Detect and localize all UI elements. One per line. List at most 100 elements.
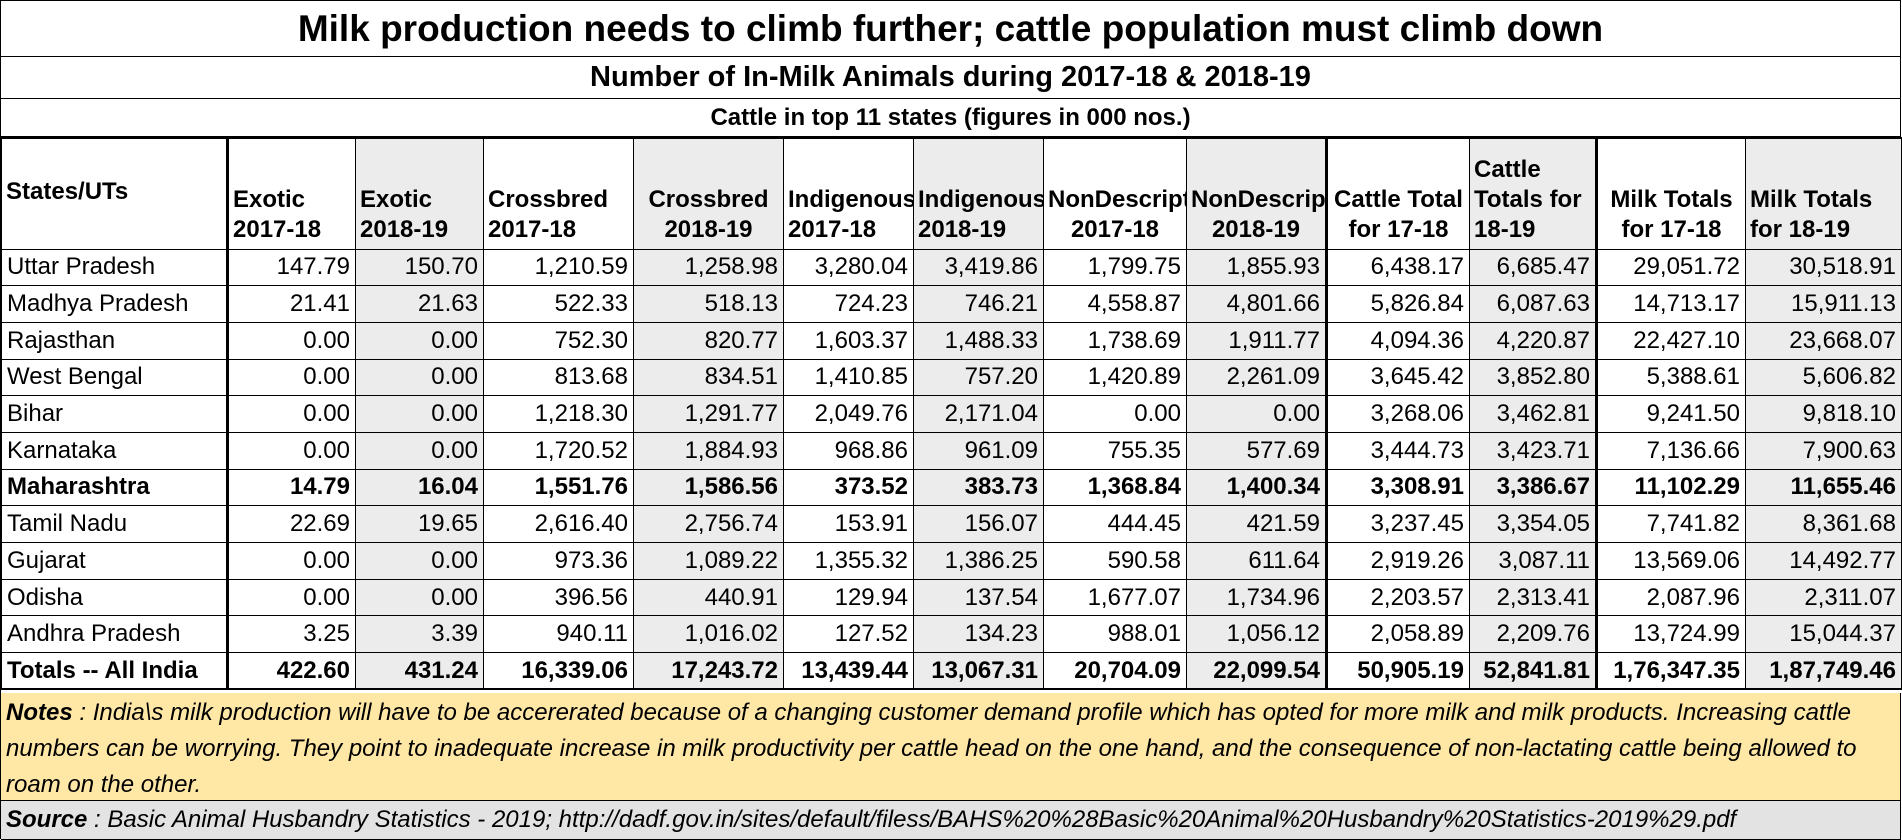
column-header: Indigenous 2017-18 [783,137,914,250]
page-title: Milk production needs to climb further; … [1,1,1901,57]
value-cell: 1,089.22 [633,542,784,580]
value-cell: 0.00 [355,542,484,580]
value-cell: 522.33 [483,285,634,323]
value-cell: 2,261.09 [1186,358,1327,397]
value-cell: 968.86 [783,431,914,470]
value-cell: 15,044.37 [1745,615,1902,654]
value-cell: 2,049.76 [783,395,914,433]
value-cell: 137.54 [913,578,1044,617]
value-cell: 14.79 [226,468,356,507]
column-header: Cattle Totals for 18-19 [1469,137,1597,250]
value-cell: 440.91 [633,578,784,617]
value-cell: 1,884.93 [633,431,784,470]
value-cell: 14,713.17 [1595,285,1746,323]
value-cell: 3,280.04 [783,248,914,287]
value-cell: 1,911.77 [1186,321,1327,360]
value-cell: 3,419.86 [913,248,1044,287]
value-cell: 3,268.06 [1325,395,1470,433]
value-cell: 0.00 [226,321,356,360]
value-cell: 1,355.32 [783,542,914,580]
header-row: States/UTs Exotic 2017-18 Exotic 2018-19… [1,137,1902,250]
value-cell: 23,668.07 [1745,321,1902,360]
value-cell: 577.69 [1186,431,1327,470]
value-cell: 7,900.63 [1745,431,1902,470]
table-row: Gujarat 0.00 0.00 973.36 1,089.22 1,355.32 1,3… [1,542,1902,580]
value-cell: 820.77 [633,321,784,360]
value-cell: 5,606.82 [1745,358,1902,397]
value-cell: 0.00 [226,542,356,580]
value-cell: 50,905.19 [1325,652,1470,691]
value-cell: 21.41 [226,285,356,323]
value-cell: 8,361.68 [1745,505,1902,543]
value-cell: 22,427.10 [1595,321,1746,360]
value-cell: 3,423.71 [1469,431,1597,470]
value-cell: 0.00 [355,321,484,360]
table-row: West Bengal 0.00 0.00 813.68 834.51 1,410.85 7… [1,358,1902,397]
value-cell: 3.39 [355,615,484,654]
column-header: NonDescript 2017-18 [1043,137,1187,250]
value-cell: 444.45 [1043,505,1187,543]
table-row: Andhra Pradesh 3.25 3.39 940.11 1,016.02 127.… [1,615,1902,654]
column-header: Exotic 2017-18 [226,137,356,250]
notes-label: Notes [6,699,73,726]
value-cell: 9,818.10 [1745,395,1902,433]
value-cell: 396.56 [483,578,634,617]
value-cell: 2,087.96 [1595,578,1746,617]
state-name-cell: Odisha [1,578,228,617]
value-cell: 3,444.73 [1325,431,1470,470]
table-row: Uttar Pradesh 147.79 150.70 1,210.59 1,258.9… [1,248,1902,287]
value-cell: 2,209.76 [1469,615,1597,654]
totals-row: Totals -- All India 422.60 431.24 16,339.06… [1,652,1902,691]
value-cell: 13,724.99 [1595,615,1746,654]
value-cell: 1,738.69 [1043,321,1187,360]
value-cell: 129.94 [783,578,914,617]
notes-box: Notes : India\s milk production will hav… [1,693,1901,801]
value-cell: 147.79 [226,248,356,287]
value-cell: 3,308.91 [1325,468,1470,507]
value-cell: 0.00 [355,358,484,397]
value-cell: 7,741.82 [1595,505,1746,543]
value-cell: 5,388.61 [1595,358,1746,397]
source-line: Source : Basic Animal Husbandry Statisti… [1,801,1901,840]
value-cell: 2,058.89 [1325,615,1470,654]
value-cell: 3.25 [226,615,356,654]
value-cell: 1,799.75 [1043,248,1187,287]
value-cell: 7,136.66 [1595,431,1746,470]
table-row: Karnataka 0.00 0.00 1,720.52 1,884.93 968.86 9… [1,431,1902,470]
state-name-cell: Tamil Nadu [1,505,228,543]
state-name-cell: Karnataka [1,431,228,470]
value-cell: 11,102.29 [1595,468,1746,507]
value-cell: 11,655.46 [1745,468,1902,507]
value-cell: 19.65 [355,505,484,543]
value-cell: 4,220.87 [1469,321,1597,360]
value-cell: 0.00 [226,358,356,397]
value-cell: 834.51 [633,358,784,397]
value-cell: 1,258.98 [633,248,784,287]
value-cell: 6,087.63 [1469,285,1597,323]
value-cell: 134.23 [913,615,1044,654]
value-cell: 6,685.47 [1469,248,1597,287]
value-cell: 9,241.50 [1595,395,1746,433]
value-cell: 21.63 [355,285,484,323]
value-cell: 3,852.80 [1469,358,1597,397]
value-cell: 4,801.66 [1186,285,1327,323]
value-cell: 4,094.36 [1325,321,1470,360]
table-row: Maharashtra 14.79 16.04 1,551.76 1,586.56 373… [1,468,1902,507]
value-cell: 20,704.09 [1043,652,1187,691]
value-cell: 0.00 [226,578,356,617]
value-cell: 431.24 [355,652,484,691]
value-cell: 16.04 [355,468,484,507]
table-row: Odisha 0.00 0.00 396.56 440.91 129.94 137.54 1,… [1,578,1902,617]
value-cell: 1,551.76 [483,468,634,507]
value-cell: 611.64 [1186,542,1327,580]
value-cell: 13,439.44 [783,652,914,691]
value-cell: 961.09 [913,431,1044,470]
data-table: States/UTs Exotic 2017-18 Exotic 2018-19… [1,137,1902,691]
value-cell: 1,855.93 [1186,248,1327,287]
value-cell: 2,171.04 [913,395,1044,433]
value-cell: 3,087.11 [1469,542,1597,580]
value-cell: 757.20 [913,358,1044,397]
column-header: Cattle Total for 17-18 [1325,137,1470,250]
column-header: NonDescript 2018-19 [1186,137,1327,250]
